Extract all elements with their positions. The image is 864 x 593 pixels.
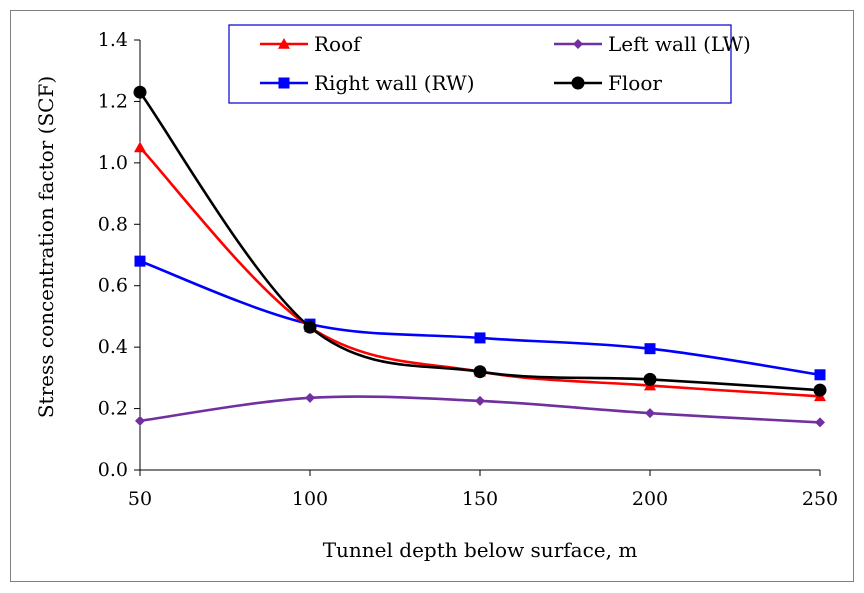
- legend-marker: [571, 76, 585, 90]
- data-point: [134, 255, 146, 267]
- data-point: [643, 372, 657, 386]
- y-tick-label: 0.4: [98, 336, 128, 358]
- data-point: [135, 415, 145, 426]
- legend-marker: [278, 38, 290, 49]
- x-tick-label: 100: [292, 488, 328, 510]
- legend-marker: [278, 77, 290, 89]
- legend-entry: Right wall (RW): [260, 71, 475, 95]
- legend-marker: [573, 39, 583, 49]
- y-tick-label: 1.4: [98, 29, 128, 51]
- data-point: [475, 395, 485, 406]
- y-ticks: 0.0 0.2 0.4 0.6 0.8 1.0 1.2 1.4: [98, 29, 140, 481]
- x-tick-label: 150: [462, 488, 498, 510]
- legend-label: Left wall (LW): [608, 32, 751, 56]
- series-right-wall-rw: [134, 255, 826, 381]
- series-line: [138, 91, 821, 392]
- data-point: [474, 332, 486, 344]
- legend-entry: Floor: [554, 71, 662, 95]
- data-point: [134, 141, 146, 153]
- legend-label: Roof: [314, 32, 362, 56]
- data-point: [815, 417, 825, 428]
- data-point: [473, 365, 487, 379]
- chart-frame: [10, 10, 854, 582]
- legend-entry: Roof: [260, 32, 362, 56]
- data-point: [133, 85, 147, 99]
- x-axis-title: Tunnel depth below surface, m: [323, 538, 638, 562]
- data-point: [303, 320, 317, 334]
- y-axis-title: Stress concentration factor (SCF): [34, 76, 58, 418]
- data-point: [645, 408, 655, 419]
- data-point: [814, 369, 826, 381]
- y-tick-label: 0.2: [98, 398, 128, 420]
- legend-label: Right wall (RW): [314, 71, 475, 95]
- data-point: [813, 383, 827, 397]
- x-tick-label: 50: [128, 488, 152, 510]
- y-tick-label: 0.0: [98, 459, 128, 481]
- legend: Roof Left wall (LW) Right wall (RW) Floor: [228, 24, 751, 104]
- legend-entry: Left wall (LW): [554, 32, 751, 56]
- y-tick-label: 0.8: [98, 213, 128, 235]
- y-tick-label: 0.6: [98, 275, 128, 297]
- data-point: [644, 343, 656, 355]
- series-floor: [133, 85, 827, 397]
- series-roof: [134, 141, 826, 402]
- x-ticks: 50 100 150 200 250: [128, 470, 838, 510]
- series-left-wall-lw: [135, 392, 825, 428]
- series-layer: [133, 85, 827, 428]
- y-tick-label: 1.2: [98, 90, 128, 112]
- y-tick-label: 1.0: [98, 152, 128, 174]
- legend-label: Floor: [608, 71, 662, 95]
- legend-box: [228, 24, 732, 104]
- data-point: [305, 392, 315, 403]
- series-line: [139, 259, 821, 377]
- x-tick-label: 200: [632, 488, 668, 510]
- x-tick-label: 250: [802, 488, 838, 510]
